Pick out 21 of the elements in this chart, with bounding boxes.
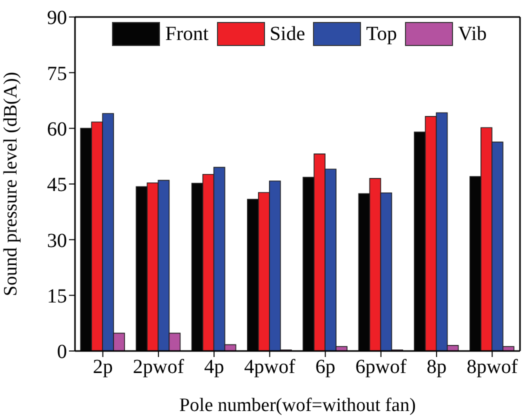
y-tick-label: 45 (47, 174, 67, 196)
x-tick-label: 2p (92, 356, 113, 378)
y-tick-label: 60 (47, 118, 67, 140)
y-tick-label: 0 (57, 341, 67, 364)
x-tick-label: 6pwof (355, 356, 407, 378)
x-tick-label: 4pwof (244, 356, 296, 378)
x-tick-label: 8pwof (466, 356, 518, 378)
x-tick-label: 8p (426, 356, 447, 378)
legend-label: Top (366, 22, 397, 46)
legend-label: Side (270, 22, 306, 46)
x-tick-label: 2pwof (132, 356, 184, 378)
y-tick-label: 15 (47, 285, 67, 308)
y-tick-label: 90 (47, 7, 67, 30)
y-axis-title: Sound pressure level (dB(A)) (0, 72, 22, 296)
legend-label: Front (165, 22, 209, 46)
y-tick-label: 30 (47, 230, 67, 252)
x-tick-label: 4p (204, 356, 224, 378)
x-axis-title: Pole number(wof=without fan) (179, 395, 416, 416)
y-tick-label: 75 (47, 62, 67, 85)
legend-label: Vib (458, 22, 487, 46)
x-tick-label: 6p (315, 356, 336, 378)
